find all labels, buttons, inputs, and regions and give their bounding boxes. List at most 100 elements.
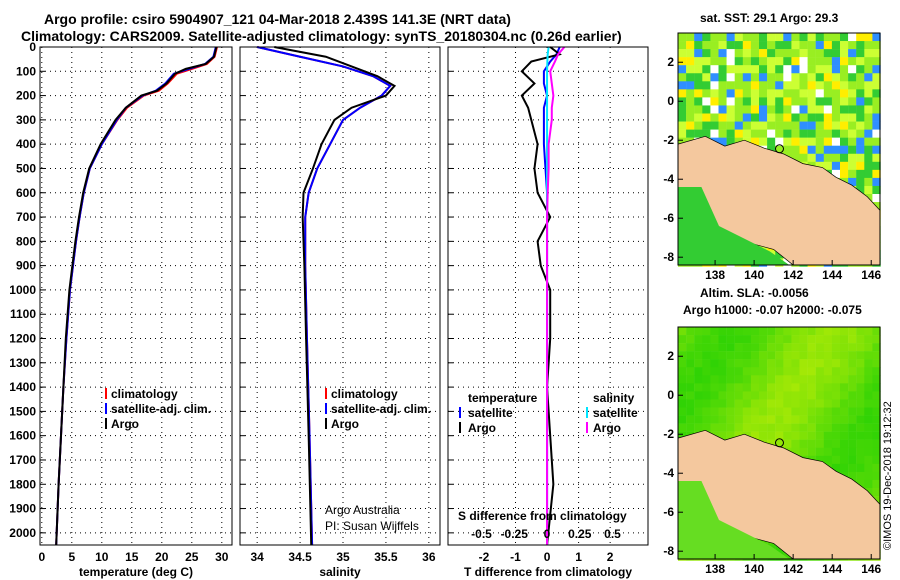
map-cell [856,169,865,179]
map-cell [823,105,833,114]
map-cell [872,391,881,400]
map-cell [856,383,865,392]
x-tick-label: 34 [250,550,264,564]
plot-frame [39,46,233,546]
map-lon-label: 140 [744,268,764,282]
map-cell [734,105,743,114]
map-cell [702,33,711,42]
map-cell [815,327,824,336]
map-cell [840,65,849,74]
map-cell [726,327,735,336]
map-cell [799,49,808,58]
y-tick-label: 300 [16,113,36,127]
map-cell [767,89,776,98]
map-cell [734,89,743,98]
map-cell [807,367,816,376]
map-cell [831,121,841,130]
map-cell [831,343,841,352]
map-cell [734,423,743,432]
map-cell [799,447,808,457]
map-cell [718,105,727,114]
map-cell [872,415,881,424]
map-cell [799,153,808,163]
map-cell [702,399,711,408]
map-cell [759,391,768,400]
map-cell [831,359,841,368]
map-cell [710,121,719,130]
map-cell [783,407,792,416]
map-cell [734,383,743,392]
map-cell [872,145,881,154]
map-cell [856,415,865,424]
map-cell [767,383,776,392]
map-cell [799,81,808,90]
map-cell [694,359,703,368]
map-cell [767,41,776,50]
map-cell [848,471,857,481]
map-cell [678,351,687,360]
map-cell [840,423,849,432]
map-cell [815,415,824,424]
map-cell [815,431,824,440]
map-lat-label: -4 [663,172,674,186]
map-cell [775,407,784,416]
map-cell [815,105,824,114]
map-cell [872,335,881,344]
map-cell [742,375,752,384]
map-cell [775,351,784,360]
map-cell [791,447,800,457]
annotation: PI: Susan Wijffels [325,519,419,533]
map-cell [864,327,873,336]
map-cell [831,391,841,400]
map-cell [823,121,833,130]
map-cell [694,33,703,42]
map-cell [872,57,881,66]
map-lon-label: 144 [822,268,842,282]
map-cell [872,185,881,195]
map-cell [767,129,776,138]
map-cell [775,359,784,368]
map-lat-label: -4 [663,466,674,480]
map-cell [823,161,833,171]
map-cell [686,121,695,130]
map-cell [718,137,727,146]
map-cell [864,33,873,42]
map-cell [799,73,808,82]
map-cell [840,343,849,352]
map-cell [856,399,865,408]
map-cell [767,121,776,130]
legend-swatch [459,422,461,433]
map-cell [702,343,711,352]
y-tick-label: 1800 [9,477,36,491]
map-cell [872,105,881,114]
map-cell [686,41,695,50]
annotation: Argo Australia [325,503,400,517]
y-tick-label: 1600 [9,429,36,443]
map-cell [678,359,687,368]
map-cell [848,431,857,440]
map-cell [718,343,727,352]
map-lon-label: 146 [861,268,881,282]
map-cell [726,113,735,122]
map-lat-label: -8 [663,250,674,264]
map-cell [710,97,719,106]
map-cell [815,81,824,90]
map-cell [775,327,784,336]
map-cell [775,391,784,400]
map-cell [783,89,792,98]
map-cell [791,137,800,146]
map-cell [702,73,711,82]
map-cell [759,129,768,138]
s-tick-label: 0 [544,527,551,541]
map-lat-label: 2 [667,55,674,69]
map-cell [775,375,784,384]
map-cell [783,113,792,122]
map-cell [856,327,865,336]
map-cell [807,145,816,154]
map-cell [686,129,695,138]
map-cell [799,439,808,448]
map-cell [718,367,727,376]
map-cell [872,65,881,74]
map-cell [848,145,857,154]
map-cell [831,351,841,360]
